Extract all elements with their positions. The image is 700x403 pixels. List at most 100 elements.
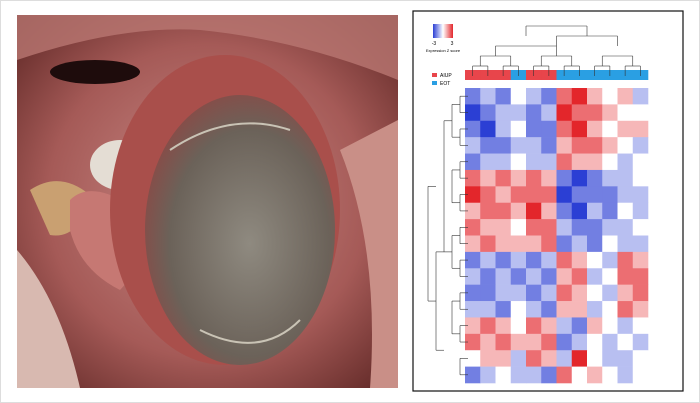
- heatmap-cell: [587, 104, 603, 122]
- heatmap-cell: [632, 104, 649, 122]
- legend-label: AIUP: [440, 73, 452, 79]
- heatmap-cell: [587, 284, 603, 302]
- heatmap-cell: [571, 317, 588, 335]
- heatmap-cell: [510, 317, 527, 335]
- heatmap-cell: [556, 317, 573, 335]
- heatmap-cell: [587, 219, 603, 236]
- legend-swatch: [432, 73, 437, 77]
- heatmap-cell: [602, 350, 618, 367]
- heatmap-cell: [480, 317, 496, 335]
- heatmap-cell: [556, 366, 573, 384]
- heatmap-cell: [510, 202, 527, 220]
- heatmap-cell: [602, 366, 618, 384]
- heatmap-cell: [587, 301, 603, 318]
- heatmap-cell: [465, 251, 481, 269]
- heatmap-cell: [465, 104, 481, 122]
- heatmap-cell: [602, 251, 618, 269]
- heatmap-cell: [495, 153, 512, 171]
- heatmap-cell: [495, 202, 512, 220]
- heatmap-cell: [632, 219, 649, 236]
- heatmap-cell: [617, 317, 634, 335]
- heatmap-cell: [602, 169, 618, 187]
- heatmap-cell: [510, 120, 527, 138]
- heatmap-cell: [587, 251, 603, 269]
- heatmap-cell: [617, 137, 634, 154]
- heatmap-cell: [602, 104, 618, 122]
- heatmap-cell: [480, 120, 496, 138]
- heatmap-cell: [556, 235, 573, 253]
- heatmap-cell: [510, 333, 527, 351]
- heatmap-cell: [541, 219, 557, 236]
- heatmap-cell: [632, 333, 649, 351]
- heatmap-cell: [480, 186, 496, 204]
- heatmap-cell: [556, 301, 573, 318]
- heatmap-cell: [587, 186, 603, 204]
- heatmap-cell: [526, 104, 542, 122]
- heatmap-cell: [541, 251, 557, 269]
- heatmap-cell: [587, 88, 603, 105]
- heatmap-cell: [602, 235, 618, 253]
- heatmap-cell: [632, 235, 649, 253]
- heatmap-cell: [495, 333, 512, 351]
- legend-label: EOT: [440, 81, 450, 87]
- heatmap-cell: [510, 366, 527, 384]
- heatmap-cell: [541, 202, 557, 220]
- heatmap-cell: [526, 169, 542, 187]
- heatmap-cell: [556, 251, 573, 269]
- heatmap-cell: [632, 251, 649, 269]
- heatmap-cell: [571, 153, 588, 171]
- heatmap-cell: [526, 137, 542, 154]
- heatmap-cell: [587, 120, 603, 138]
- heatmap-cell: [602, 153, 618, 171]
- heatmap-cell: [617, 235, 634, 253]
- heatmap-cell: [526, 153, 542, 171]
- heatmap-cell: [495, 235, 512, 253]
- heatmap-cell: [541, 268, 557, 285]
- heatmap-cell: [602, 186, 618, 204]
- heatmap-cell: [510, 301, 527, 318]
- heatmap-cell: [571, 88, 588, 105]
- heatmap-cell: [541, 88, 557, 105]
- heatmap-cell: [480, 137, 496, 154]
- heatmap-cell: [617, 284, 634, 302]
- heatmap-cell: [571, 137, 588, 154]
- heatmap-cell: [571, 350, 588, 367]
- heatmap-cell: [617, 350, 634, 367]
- heatmap-cell: [510, 186, 527, 204]
- heatmap-cell: [526, 88, 542, 105]
- heatmap-cell: [480, 88, 496, 105]
- heatmap-cell: [510, 153, 527, 171]
- heatmap-cell: [587, 137, 603, 154]
- heatmap-cell: [541, 333, 557, 351]
- heatmap-cell: [526, 284, 542, 302]
- heatmap-cell: [495, 88, 512, 105]
- heatmap-cell: [571, 219, 588, 236]
- heatmap-cell: [587, 202, 603, 220]
- heatmap-cell: [541, 186, 557, 204]
- heatmap-cell: [632, 366, 649, 384]
- heatmap-cell: [465, 317, 481, 335]
- heatmap-cell: [556, 333, 573, 351]
- heatmap-cell: [556, 137, 573, 154]
- heatmap-cell: [495, 120, 512, 138]
- heatmap-cell: [587, 268, 603, 285]
- heatmap-cell: [526, 235, 542, 253]
- heatmap-cell: [510, 251, 527, 269]
- heatmap-cell: [617, 219, 634, 236]
- heatmap-cell: [571, 284, 588, 302]
- heatmap-cell: [510, 104, 527, 122]
- heatmap-cell: [526, 120, 542, 138]
- heatmap-cell: [510, 169, 527, 187]
- heatmap-cell: [602, 219, 618, 236]
- heatmap-cell: [617, 268, 634, 285]
- heatmap-cell: [465, 268, 481, 285]
- heatmap-cell: [571, 169, 588, 187]
- heatmap-cell: [617, 333, 634, 351]
- heatmap-cell: [541, 120, 557, 138]
- heatmap-cell: [556, 219, 573, 236]
- heatmap-cell: [541, 301, 557, 318]
- heatmap-cell: [465, 169, 481, 187]
- heatmap-cell: [465, 350, 481, 367]
- heatmap-cell: [526, 268, 542, 285]
